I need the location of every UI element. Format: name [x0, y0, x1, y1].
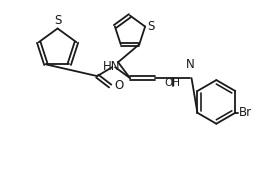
Text: S: S — [54, 14, 61, 28]
Text: OH: OH — [165, 78, 181, 88]
Text: N: N — [186, 58, 195, 71]
Text: S: S — [147, 20, 154, 33]
Text: Br: Br — [239, 106, 252, 119]
Text: HN: HN — [102, 60, 120, 73]
Text: O: O — [114, 79, 123, 91]
